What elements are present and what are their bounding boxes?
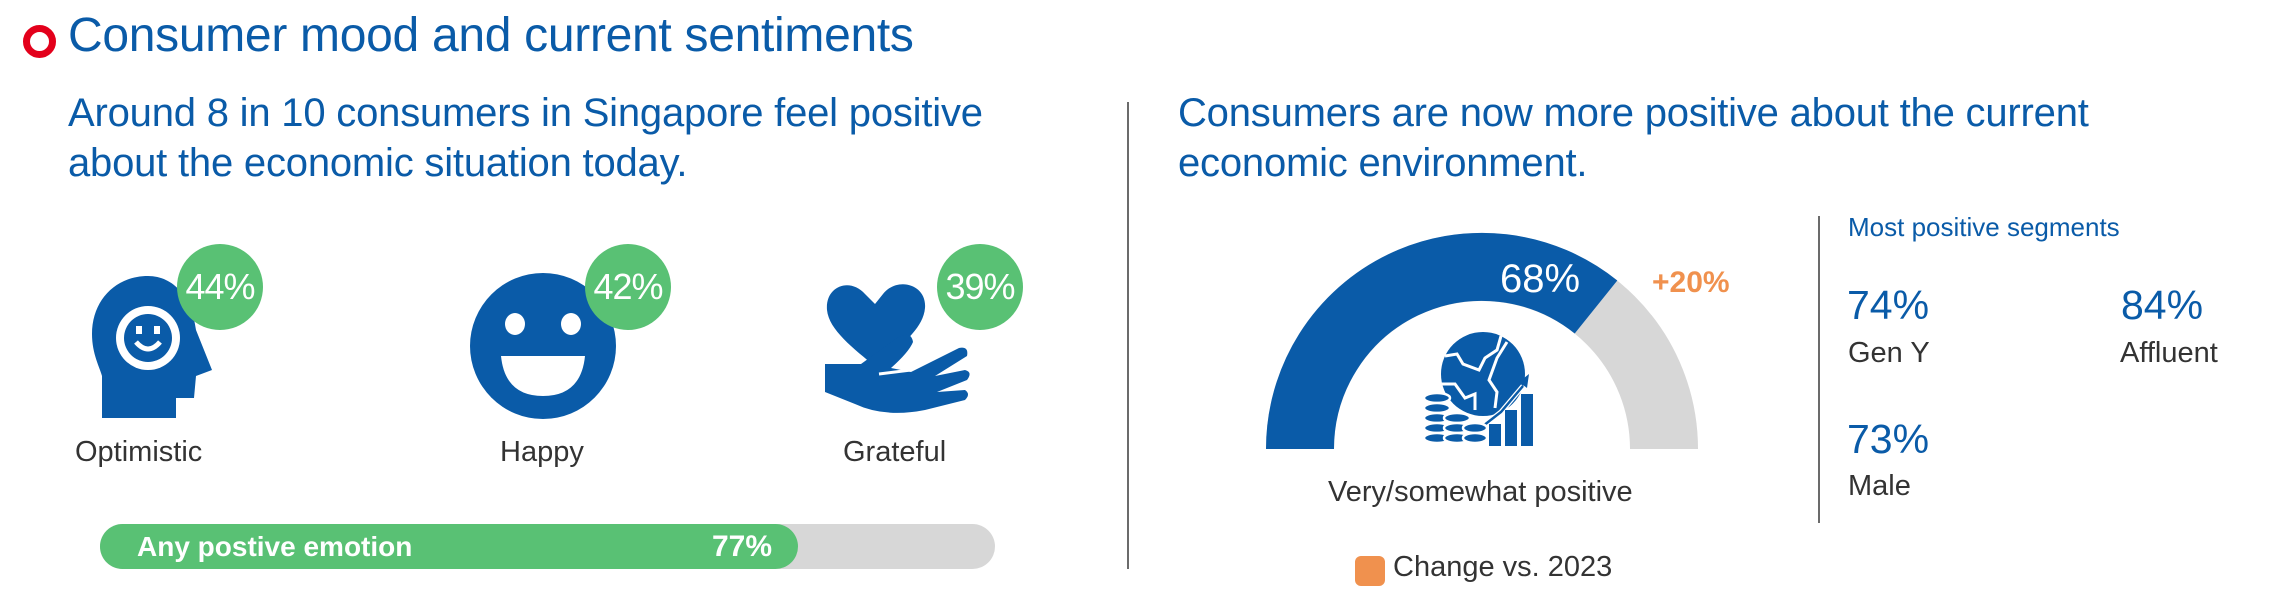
left-subtitle-line2: about the economic situation today. (68, 141, 688, 185)
gauge-change-value: +20% (1652, 266, 1730, 299)
segments-title: Most positive segments (1848, 212, 2120, 242)
right-subtitle-line1: Consumers are now more positive about th… (1178, 91, 2089, 135)
gauge-caption: Very/somewhat positive (1328, 476, 1633, 508)
title-bullet-icon (23, 25, 56, 58)
optimistic-percent-badge: 44% (177, 244, 263, 330)
happy-label: Happy (500, 436, 584, 468)
hand-heart-icon (825, 272, 975, 417)
legend-change-label: Change vs. 2023 (1393, 551, 1613, 583)
panel-divider (1127, 102, 1129, 569)
segment-male-value: 73% (1847, 416, 1930, 462)
any-positive-emotion-bar-fill (100, 524, 798, 569)
left-subtitle: Around 8 in 10 consumers in Singapore fe… (68, 88, 983, 188)
segment-affluent-value: 84% (2121, 282, 2204, 328)
legend-change-swatch (1355, 556, 1385, 586)
segments-divider (1818, 216, 1820, 523)
right-subtitle-line2: economic environment. (1178, 141, 1588, 185)
segment-male-label: Male (1848, 470, 1911, 502)
head-smile-icon (88, 272, 218, 420)
left-subtitle-line1: Around 8 in 10 consumers in Singapore fe… (68, 91, 983, 135)
optimistic-label: Optimistic (75, 436, 203, 468)
positivity-gauge (1265, 232, 1699, 450)
segment-affluent-label: Affluent (2120, 337, 2218, 369)
segment-gen-y-value: 74% (1847, 282, 1930, 328)
global-economy-growth-icon (1422, 328, 1541, 448)
any-positive-emotion-value: 77% (712, 530, 773, 563)
segment-gen-y-label: Gen Y (1848, 337, 1930, 369)
gauge-value: 68% (1500, 257, 1581, 301)
grateful-percent-badge: 39% (937, 244, 1023, 330)
any-positive-emotion-label: Any postive emotion (137, 531, 413, 562)
happy-percent-badge: 42% (585, 244, 671, 330)
grateful-label: Grateful (843, 436, 947, 468)
page-title: Consumer mood and current sentiments (68, 9, 914, 62)
smiley-face-icon (469, 272, 617, 420)
right-subtitle: Consumers are now more positive about th… (1178, 88, 2089, 188)
